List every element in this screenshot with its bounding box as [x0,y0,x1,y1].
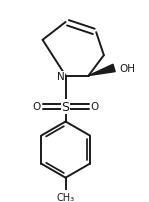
Polygon shape [89,65,115,76]
Text: S: S [62,100,70,113]
Text: CH₃: CH₃ [56,192,75,202]
Text: N: N [57,72,64,82]
Text: OH: OH [119,64,135,74]
Text: O: O [33,102,41,112]
Text: O: O [90,102,98,112]
